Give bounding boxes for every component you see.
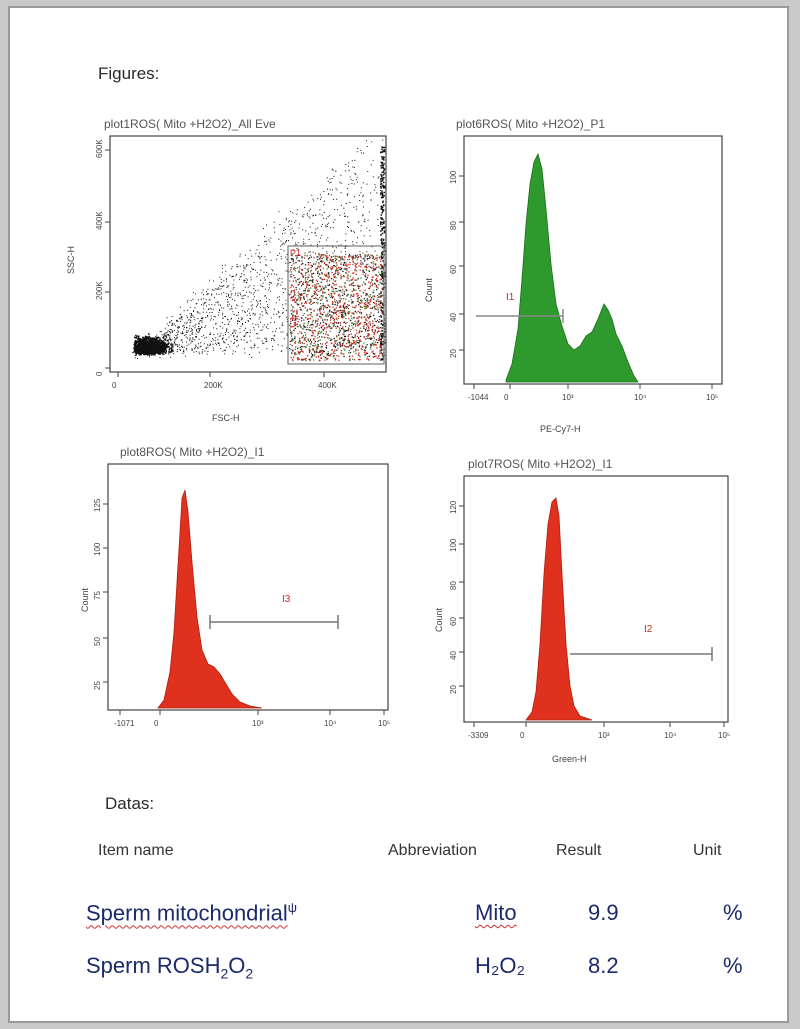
hist-green-area (505, 152, 639, 383)
column-header-item-name: Item name (98, 842, 174, 859)
row-unit: % (723, 900, 743, 925)
hist-green-xlabel: PE-Cy7-H (540, 424, 581, 434)
row-item-name-text: Sperm mitochondrial (86, 900, 288, 926)
figures-heading: Figures: (98, 64, 160, 83)
x-tick-label: 0 (520, 731, 525, 740)
y-tick-label: 125 (93, 498, 102, 512)
y-tick-label: 80 (449, 221, 458, 230)
hist-green-ticks: -1044 0 10³ 10⁴ 10⁵ 20 40 60 80 100 (449, 170, 718, 402)
x-tick-label: 0 (154, 719, 159, 728)
hist-red1-gate-label: I3 (282, 594, 291, 605)
y-tick-label: 0 (95, 371, 104, 376)
y-tick-label: 20 (449, 349, 458, 358)
y-tick-label: 40 (449, 313, 458, 322)
x-tick-label: 400K (318, 381, 337, 390)
hist-red1-area (157, 489, 263, 709)
row-unit: % (723, 953, 743, 978)
x-tick-label: 10⁵ (378, 719, 390, 728)
x-tick-label: 10⁴ (664, 731, 677, 740)
hist-red2-xlabel: Green-H (552, 754, 587, 764)
y-tick-label: 400K (95, 211, 104, 230)
hist-green-ylabel: Count (424, 277, 434, 302)
y-tick-label: 100 (93, 542, 102, 556)
row-item-name-suffix: ψ (287, 900, 298, 915)
hist-green-gate-label: I1 (506, 292, 515, 303)
hist-red2-ylabel: Count (434, 607, 444, 632)
hist-green-title: plot6ROS( Mito +H2O2)_P1 (456, 117, 605, 131)
y-tick-label: 80 (449, 581, 458, 590)
scatter-dots-black (132, 139, 386, 361)
y-tick-label: 75 (93, 591, 102, 600)
column-header-abbreviation: Abbreviation (388, 842, 477, 859)
scatter-plot: plot1ROS( Mito +H2O2)_All Eve P1 SSC-H F… (66, 117, 387, 423)
y-tick-label: 200K (95, 281, 104, 300)
x-tick-label: -1071 (114, 719, 135, 728)
y-tick-label: 40 (449, 651, 458, 660)
x-tick-label: 10⁴ (324, 719, 337, 728)
datas-heading: Datas: (105, 794, 155, 813)
x-tick-label: 0 (504, 393, 509, 402)
y-tick-label: 120 (449, 500, 458, 514)
y-tick-label: 20 (449, 685, 458, 694)
hist-red2-title: plot7ROS( Mito +H2O2)_I1 (468, 457, 613, 471)
scatter-ticks: 0 200K 400K 0 200K 400K 600K (95, 139, 337, 390)
row-item-name: Sperm mitochondrialψ (86, 900, 297, 926)
histogram-green: plot6ROS( Mito +H2O2)_P1 I1 Count PE-Cy7… (424, 117, 723, 434)
hist-red2-frame (463, 475, 729, 723)
histogram-red-1: plot8ROS( Mito +H2O2)_I1 I3 Count -1071 0… (80, 445, 390, 728)
x-tick-label: 10³ (562, 393, 574, 402)
hist-red2-ticks: -3309 0 10³ 10⁴ 10⁵ 20 40 60 80 100 120 (449, 500, 730, 740)
scatter-gated-dots-red (290, 254, 384, 362)
scatter-title: plot1ROS( Mito +H2O2)_All Eve (104, 117, 276, 131)
scatter-gate (287, 245, 385, 365)
row-item-name: Sperm ROSH2O2 (86, 953, 254, 982)
scatter-xlabel: FSC-H (212, 413, 240, 423)
x-tick-label: 10³ (598, 731, 610, 740)
y-tick-label: 100 (449, 170, 458, 184)
x-tick-label: 200K (204, 381, 223, 390)
y-tick-label: 600K (95, 139, 104, 158)
y-tick-label: 25 (93, 681, 102, 690)
row-result: 8.2 (588, 953, 619, 978)
x-tick-label: 10⁵ (706, 393, 718, 402)
scatter-ylabel: SSC-H (66, 246, 76, 274)
y-tick-label: 50 (93, 637, 102, 646)
hist-red1-ylabel: Count (80, 587, 90, 612)
row-item-name-text: Sperm ROS (86, 953, 205, 978)
column-header-result: Result (556, 842, 602, 859)
hist-red1-frame (107, 463, 389, 711)
hist-red2-area (525, 497, 593, 721)
hist-red2-gate-label: I2 (644, 624, 653, 635)
x-tick-label: -1044 (468, 393, 489, 402)
row-abbreviation: Mito (475, 900, 517, 925)
y-tick-label: 100 (449, 538, 458, 552)
column-header-unit: Unit (693, 842, 722, 859)
y-tick-label: 60 (449, 617, 458, 626)
histogram-red-2: plot7ROS( Mito +H2O2)_I1 I2 Count Green-… (434, 457, 730, 764)
row-result: 9.9 (588, 900, 619, 925)
hist-red1-ticks: -1071 0 10³ 10⁴ 10⁵ 25 50 75 100 125 (93, 498, 390, 728)
x-tick-label: 10⁵ (718, 731, 730, 740)
hist-red1-title: plot8ROS( Mito +H2O2)_I1 (120, 445, 265, 459)
x-tick-label: -3309 (468, 731, 489, 740)
row-abbreviation: H₂O₂ (475, 953, 526, 978)
report-page: Figures: plot1ROS( Mito +H2O2)_All Eve P… (8, 6, 789, 1023)
x-tick-label: 10⁴ (634, 393, 647, 402)
y-tick-label: 60 (449, 265, 458, 274)
x-tick-label: 0 (112, 381, 117, 390)
x-tick-label: 10³ (252, 719, 264, 728)
scatter-dots (132, 139, 386, 362)
scatter-gate-label: P1 (290, 248, 301, 258)
